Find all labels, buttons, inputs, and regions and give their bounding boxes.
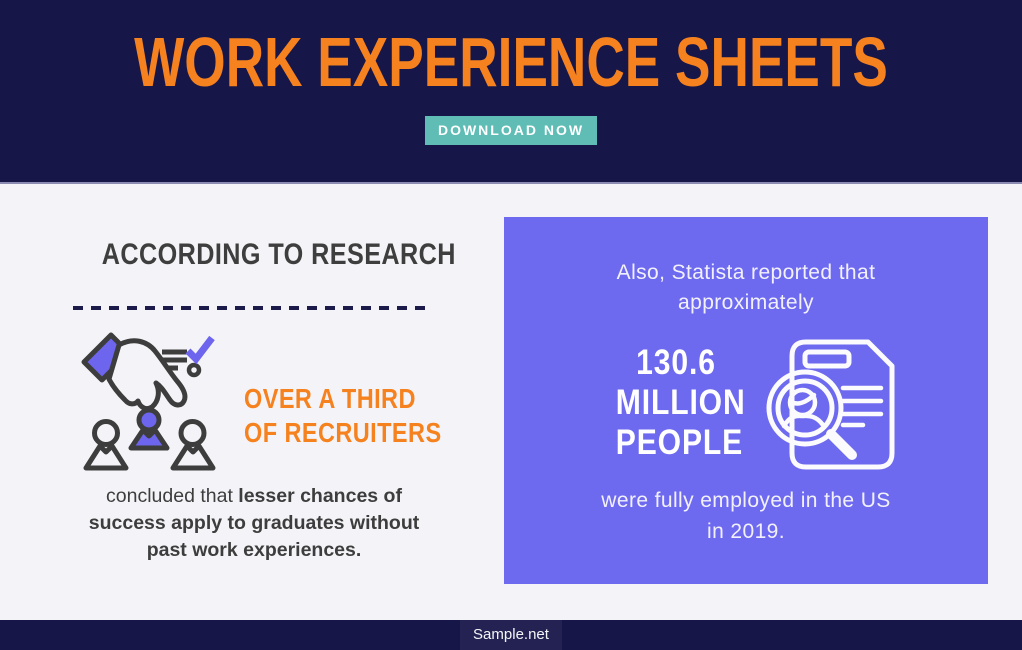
recruiter-picking-candidate-icon bbox=[81, 332, 216, 471]
statistic-card: Also, Statista reported that approximate… bbox=[504, 217, 988, 584]
statistic-value-line-3: PEOPLE bbox=[615, 423, 744, 462]
statistic-outro-line-1: were fully employed in the US bbox=[601, 489, 891, 512]
statistic-outro: were fully employed in the US in 2019. bbox=[504, 485, 988, 547]
highlight-line-1: OVER A THIRD bbox=[244, 383, 416, 414]
statistic-value-line-1: 130.6 bbox=[636, 343, 716, 382]
brand-badge: Sample.net bbox=[460, 620, 562, 650]
statistic-value: 130.6 MILLION PEOPLE bbox=[615, 343, 746, 463]
dashed-divider bbox=[73, 306, 432, 310]
fact-text: concluded that lesser chances of success… bbox=[76, 483, 432, 564]
highlight-text: OVER A THIRD OF RECRUITERS bbox=[244, 382, 442, 450]
resume-search-icon bbox=[766, 339, 895, 470]
statistic-intro-line-2: approximately bbox=[678, 291, 814, 314]
fact-text-bold: lesser chances of success apply to gradu… bbox=[88, 485, 420, 561]
highlight-line-2: OF RECRUITERS bbox=[244, 417, 442, 448]
research-heading: ACCORDING TO RESEARCH bbox=[101, 238, 456, 271]
statistic-outro-line-2: in 2019. bbox=[707, 520, 785, 543]
download-button[interactable]: DOWNLOAD NOW bbox=[425, 116, 597, 145]
statistic-intro-line-1: Also, Statista reported that bbox=[616, 261, 876, 284]
statistic-intro: Also, Statista reported that approximate… bbox=[504, 258, 988, 318]
header-banner: WORK EXPERIENCE SHEETS DOWNLOAD NOW bbox=[0, 0, 1022, 184]
statistic-value-line-2: MILLION bbox=[615, 383, 746, 422]
footer-bar: Sample.net bbox=[0, 620, 1022, 650]
page-title: WORK EXPERIENCE SHEETS bbox=[134, 23, 888, 101]
fact-text-normal: concluded that bbox=[106, 485, 239, 507]
